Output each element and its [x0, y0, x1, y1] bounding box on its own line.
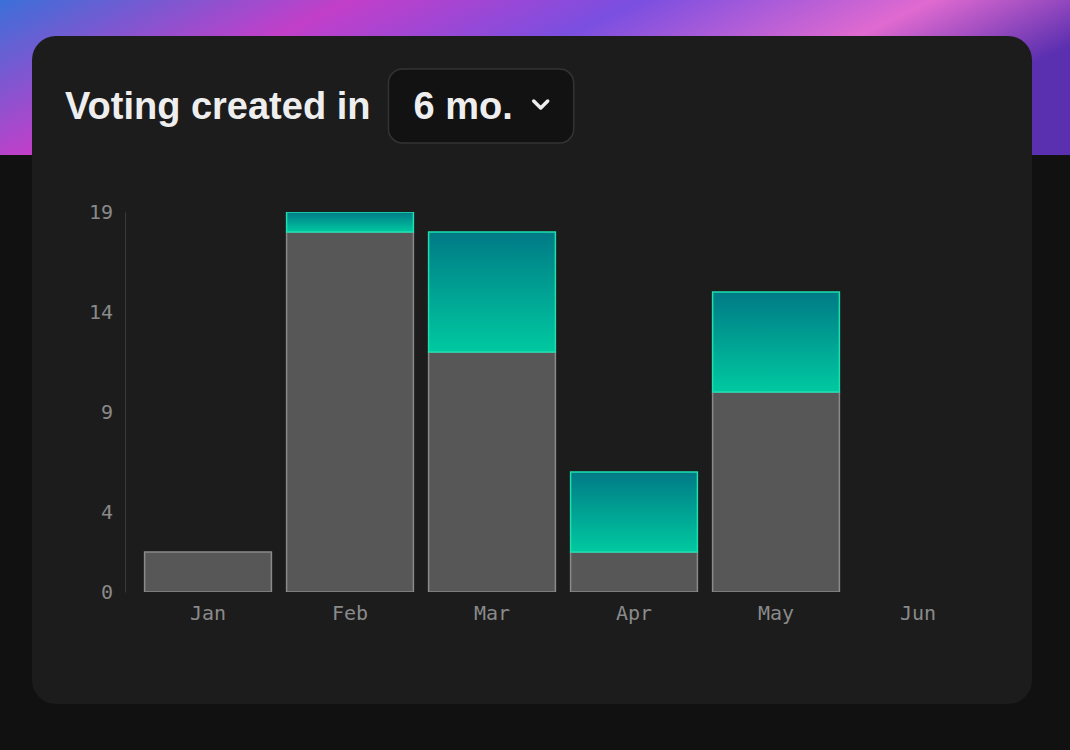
y-tick: 9 — [101, 400, 125, 424]
bar — [713, 292, 840, 392]
y-tick-label: 9 — [101, 400, 113, 424]
dropdown-chevron[interactable] — [534, 101, 548, 108]
bar — [287, 212, 414, 232]
y-tick: 14 — [89, 300, 125, 324]
bar — [571, 472, 698, 552]
title: Voting created in — [65, 85, 370, 127]
y-axis-line — [125, 213, 126, 593]
x-tick: Jun — [900, 592, 936, 625]
series-1 — [287, 212, 840, 552]
bar — [429, 352, 556, 592]
x-tick-label: Jun — [900, 601, 936, 625]
bar — [571, 552, 698, 592]
dropdown-box[interactable] — [388, 69, 573, 143]
bar — [713, 392, 840, 592]
canvas: Voting created in 6 mo. 0 4 9 14 19 Jan Feb Mar Ap… — [0, 0, 1070, 750]
x-tick-label: Jan — [190, 601, 226, 625]
y-tick: 0 — [101, 580, 125, 604]
x-tick-label: Mar — [474, 601, 510, 625]
x-tick: Feb — [332, 592, 368, 625]
x-tick-label: May — [758, 601, 794, 625]
y-axis: 0 4 9 14 19 — [89, 200, 126, 604]
dropdown[interactable]: 6 mo. — [388, 69, 573, 143]
y-tick-label: 0 — [101, 580, 113, 604]
card — [32, 36, 1032, 704]
y-tick: 4 — [101, 500, 125, 524]
x-tick: Apr — [616, 592, 652, 625]
y-tick-label: 4 — [101, 500, 113, 524]
x-tick-label: Apr — [616, 601, 652, 625]
x-tick: Mar — [474, 592, 510, 625]
bar — [145, 551, 272, 553]
x-tick: Jan — [190, 592, 226, 625]
dropdown-label[interactable]: 6 mo. — [413, 85, 512, 127]
x-tick: May — [758, 592, 794, 625]
y-tick-label: 19 — [89, 200, 113, 224]
series-0 — [145, 232, 840, 592]
bar — [145, 552, 272, 592]
y-tick-label: 14 — [89, 300, 113, 324]
bar — [287, 232, 414, 592]
x-axis: Jan Feb Mar Apr May Jun — [190, 592, 936, 625]
y-tick: 19 — [89, 200, 125, 224]
x-tick-label: Feb — [332, 601, 368, 625]
bar — [429, 232, 556, 352]
bar — [855, 591, 982, 592]
bars — [145, 212, 840, 592]
bar — [855, 591, 982, 592]
